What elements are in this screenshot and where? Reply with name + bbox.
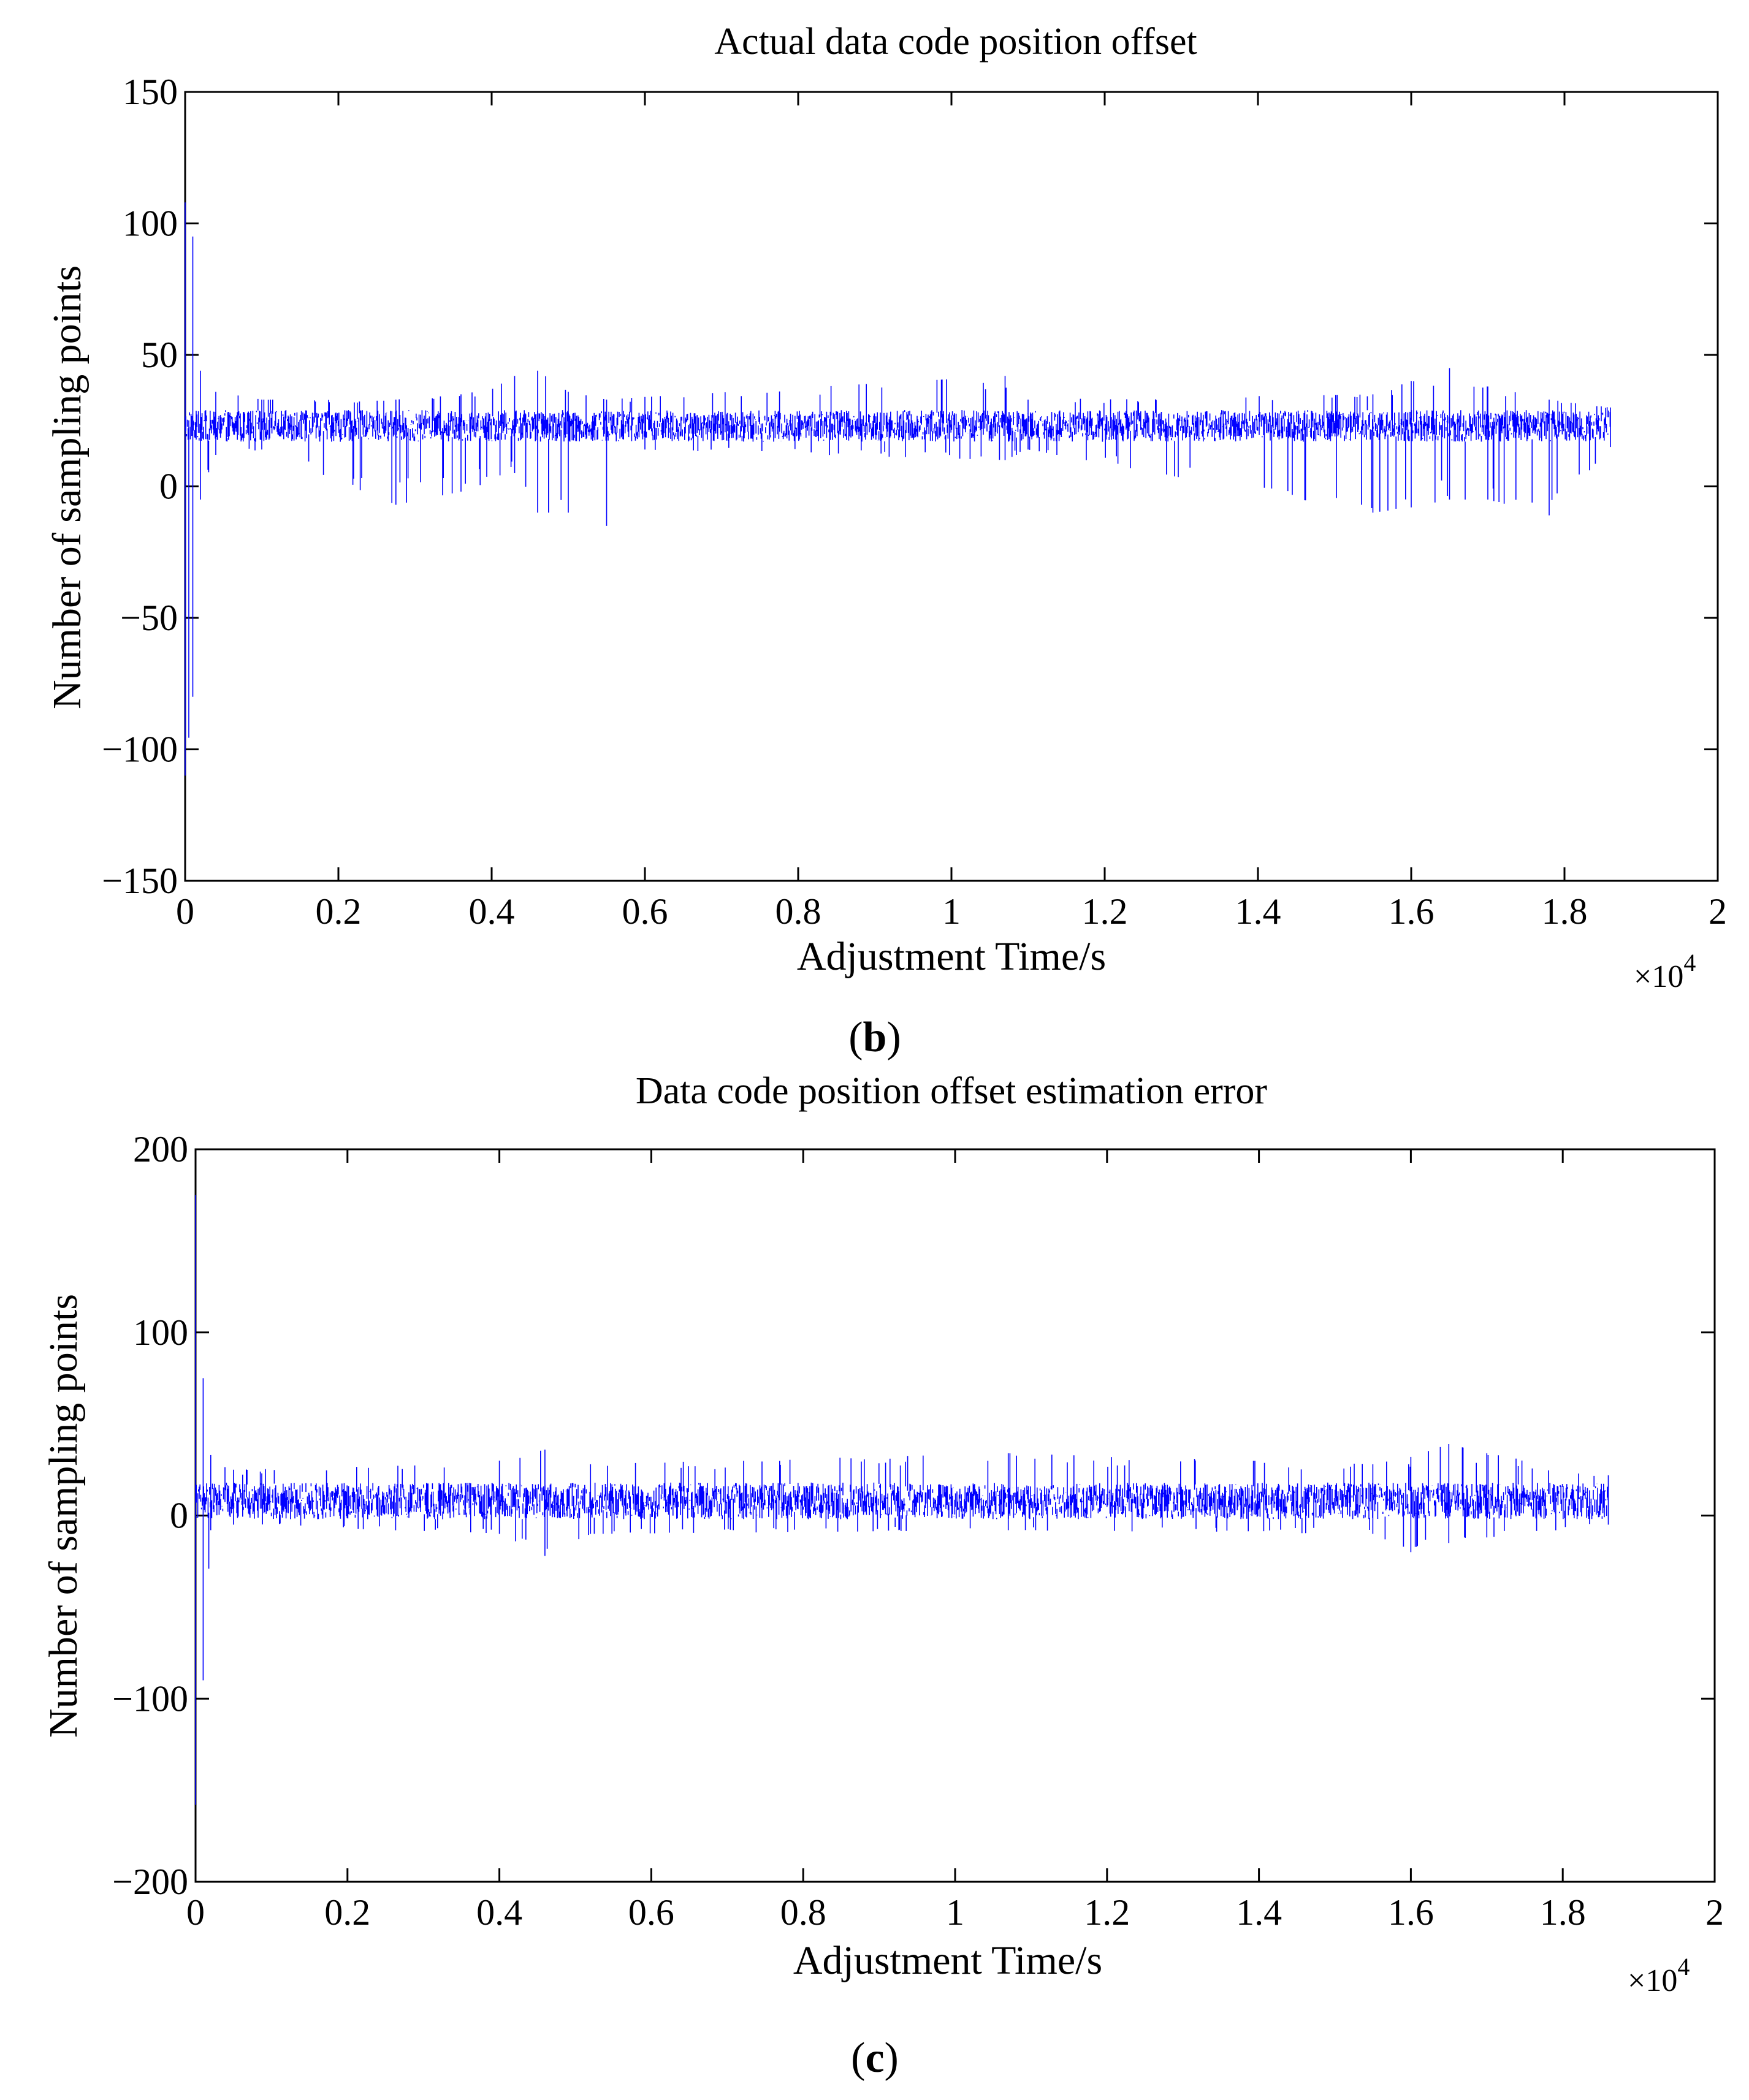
data-series — [195, 1195, 1609, 1805]
x-multiplier-exponent: 4 — [1677, 1953, 1690, 1980]
y-tick-label: 150 — [123, 72, 178, 112]
chart-title: Data code position offset estimation err… — [636, 1070, 1268, 1112]
y-tick-label: 0 — [159, 466, 178, 507]
tick-group: 0 0.2 0.4 0.6 0.8 1 1.2 1.4 1.6 1.8 2 150 100 50 0 −50 −… — [102, 72, 1727, 932]
x-tick-label: 1.4 — [1236, 1892, 1282, 1933]
x-tick-label: 0.6 — [622, 891, 668, 932]
data-series — [185, 202, 1611, 776]
series-line — [195, 1195, 1609, 1805]
x-tick-label: 0.6 — [628, 1892, 674, 1933]
y-tick-label: −200 — [112, 1862, 188, 1902]
x-tick-label: 1.2 — [1082, 891, 1128, 932]
x-tick-label: 2 — [1705, 1892, 1724, 1933]
x-tick-label: 2 — [1709, 891, 1727, 932]
y-tick-label: 50 — [141, 335, 178, 375]
chart-b: Actual data code position offset 0 0.2 0.4… — [45, 21, 1727, 1061]
x-tick-label: 0.4 — [469, 891, 515, 932]
x-tick-label: 1.4 — [1235, 891, 1281, 932]
x-tick-label: 0 — [186, 1892, 205, 1933]
y-axis-label: Number of sampling points — [41, 1294, 86, 1738]
y-tick-label: −100 — [102, 729, 178, 770]
x-tick-label: 0.8 — [780, 1892, 826, 1933]
x-multiplier: ×104 — [1634, 949, 1696, 994]
x-multiplier-exponent: 4 — [1683, 949, 1696, 976]
x-tick-label: 1.6 — [1389, 891, 1435, 932]
panel-label: (b) — [848, 1014, 901, 1061]
x-tick-label: 1 — [946, 1892, 964, 1933]
x-multiplier-base: ×10 — [1634, 959, 1683, 994]
y-tick-label: 100 — [133, 1312, 188, 1353]
chart-title: Actual data code position offset — [714, 21, 1197, 63]
y-tick-label: −50 — [120, 598, 178, 638]
x-tick-label: 1.2 — [1084, 1892, 1130, 1933]
x-tick-label: 1.6 — [1388, 1892, 1434, 1933]
x-multiplier: ×104 — [1628, 1953, 1690, 1998]
panel-label-letter: c — [865, 2034, 884, 2082]
y-tick-label: 200 — [133, 1129, 188, 1170]
tick-group: 0 0.2 0.4 0.6 0.8 1 1.2 1.4 1.6 1.8 2 200 100 0 −100 −2… — [112, 1129, 1724, 1933]
x-tick-label: 0.2 — [316, 891, 362, 932]
x-tick-label: 0.8 — [775, 891, 821, 932]
x-axis-label: Adjustment Time/s — [797, 934, 1106, 979]
x-tick-label: 1.8 — [1540, 1892, 1586, 1933]
x-multiplier-base: ×10 — [1628, 1963, 1677, 1998]
x-tick-label: 0 — [176, 891, 194, 932]
y-axis-label: Number of sampling points — [45, 265, 90, 709]
x-tick-label: 0.2 — [324, 1892, 370, 1933]
panel-label-letter: b — [863, 1014, 887, 1061]
x-tick-label: 1 — [942, 891, 961, 932]
x-tick-label: 0.4 — [476, 1892, 522, 1933]
chart-c: Data code position offset estimation err… — [41, 1070, 1724, 2082]
y-tick-label: 0 — [170, 1496, 188, 1536]
series-line — [185, 202, 1611, 776]
y-tick-label: −150 — [102, 861, 178, 901]
x-tick-label: 1.8 — [1542, 891, 1588, 932]
y-tick-label: −100 — [112, 1678, 188, 1719]
panel-label: (c) — [851, 2034, 899, 2082]
y-tick-label: 100 — [123, 204, 178, 244]
x-axis-label: Adjustment Time/s — [793, 1938, 1102, 1983]
